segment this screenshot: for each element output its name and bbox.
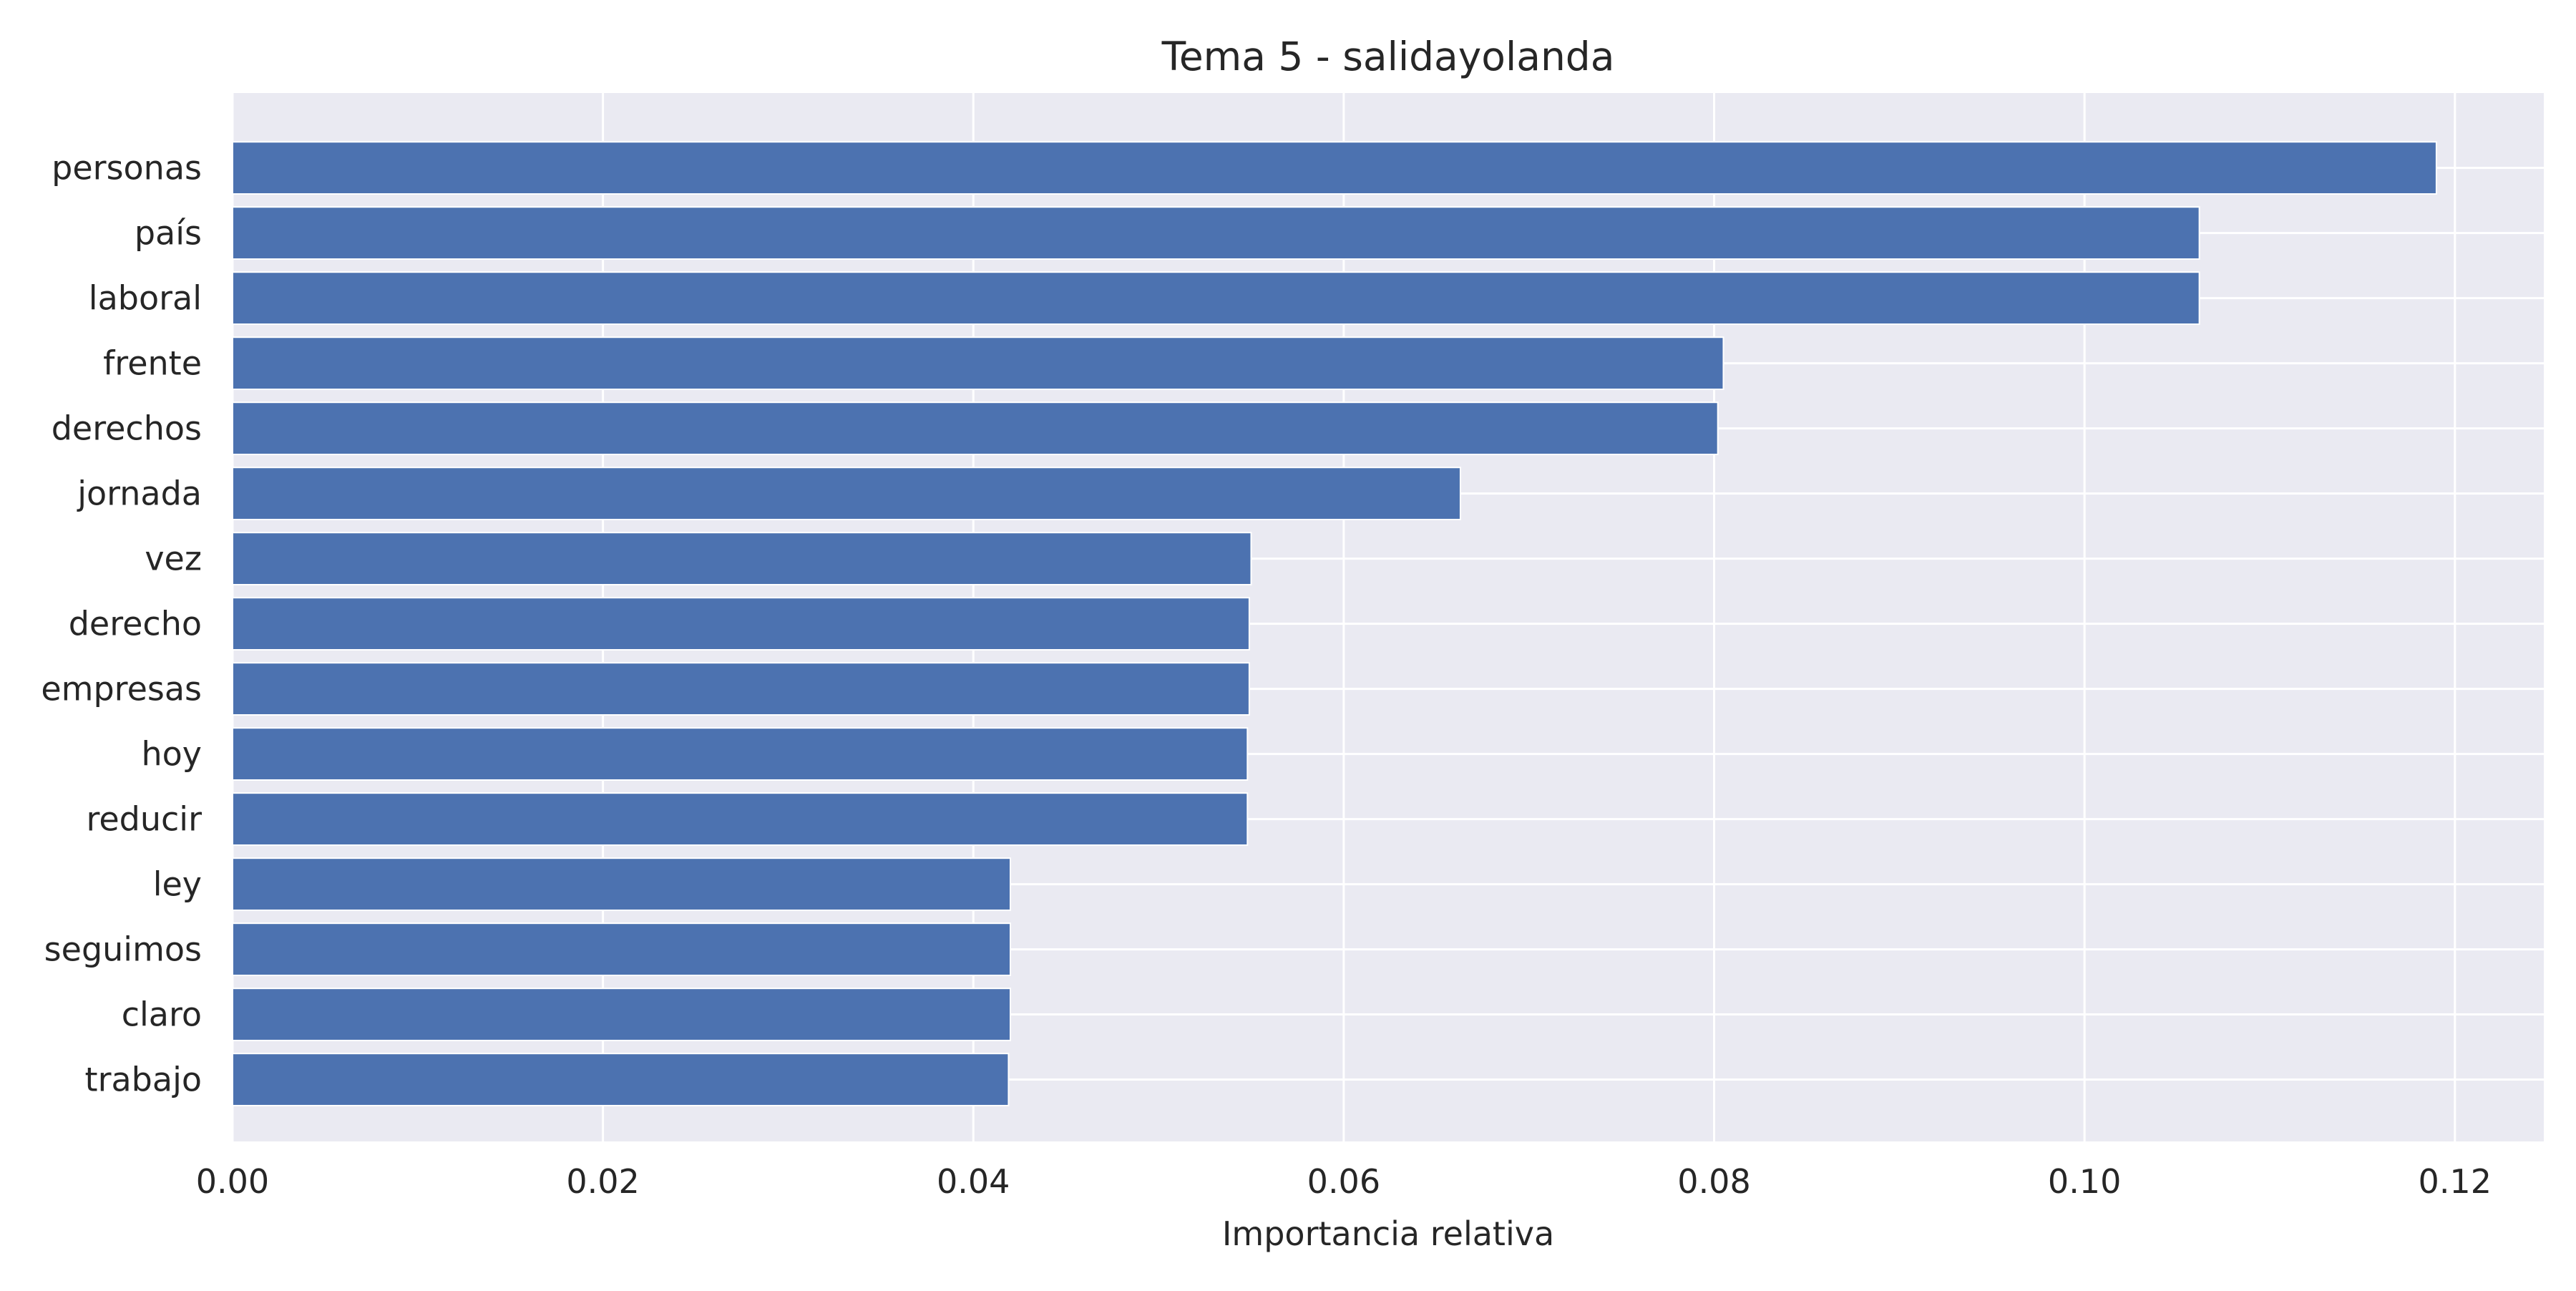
bar [232,662,1250,716]
bars [232,141,2437,1106]
bar [232,857,1012,911]
y-tick-label: seguimos [44,930,202,969]
x-tick-labels: 0.00 0.02 0.04 0.06 0.08 0.10 0.12 [196,1162,2492,1201]
y-tick-label: vez [145,540,202,578]
y-tick-label: hoy [141,735,202,774]
bar [232,922,1012,976]
x-tick-label: 0.12 [2419,1162,2492,1201]
x-tick-label: 0.06 [1307,1162,1380,1201]
bar [232,988,1012,1041]
x-tick-label: 0.00 [196,1162,269,1201]
x-tick-label: 0.02 [566,1162,639,1201]
y-tick-label: empresas [41,670,202,708]
x-tick-label: 0.08 [1677,1162,1750,1201]
y-tick-label: derecho [69,605,202,643]
x-tick-label: 0.10 [2048,1162,2121,1201]
bar [232,401,1719,456]
bar [232,206,2200,260]
chart-title: Tema 5 - salidayolanda [1161,34,1615,79]
bar [232,467,1461,521]
x-axis-label: Importancia relativa [1222,1214,1554,1253]
bar [232,1053,1010,1106]
y-tick-label: reducir [86,800,202,839]
bar [232,792,1249,846]
bar [232,336,1724,391]
y-tick-label: claro [122,995,202,1034]
y-tick-label: ley [153,865,202,904]
bar [232,597,1250,651]
bar [232,141,2437,195]
bar [232,271,2200,326]
bar [232,532,1252,586]
bar [232,727,1249,781]
y-tick-label: personas [52,149,202,187]
y-tick-labels: personas país laboral frente derechos jornada… [41,149,202,1099]
x-tick-label: 0.04 [937,1162,1010,1201]
y-tick-label: país [135,214,202,253]
y-tick-label: jornada [77,474,202,513]
y-tick-label: derechos [52,409,202,448]
y-tick-label: frente [103,344,202,383]
y-tick-label: trabajo [85,1061,202,1099]
y-tick-label: laboral [89,279,202,318]
